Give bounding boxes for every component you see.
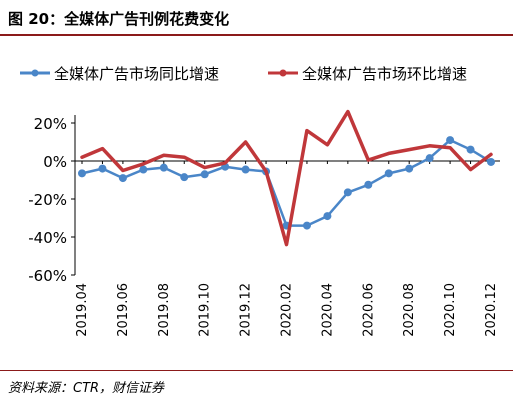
x-tick-label: 2020.02: [280, 283, 295, 337]
line-chart: 全媒体广告市场同比增速 全媒体广告市场环比增速 20% 0% -20% -40% -60%…: [20, 65, 500, 337]
data-point: [487, 157, 495, 166]
data-point: [200, 170, 209, 179]
figure-header: 图 20：全媒体广告刊例花费变化: [0, 0, 513, 36]
x-tick-label: 2019.06: [116, 283, 131, 337]
data-point: [405, 164, 414, 173]
data-point: [139, 165, 148, 174]
legend-label: 全媒体广告市场环比增速: [302, 65, 467, 83]
series-line: [80, 109, 493, 247]
legend-swatch-marker: [31, 69, 39, 77]
x-tick-label: 2019.04: [75, 283, 90, 337]
data-point: [323, 212, 332, 221]
data-point: [466, 145, 475, 154]
plot-area: [78, 109, 495, 247]
data-point: [302, 221, 311, 230]
header-rule: [0, 34, 513, 36]
y-tick-label: 20%: [34, 115, 67, 133]
x-axis: 2019.04 2019.06 2019.08 2019.10 2019.12 2020.…: [75, 160, 500, 337]
data-point: [446, 136, 455, 145]
data-point: [118, 174, 127, 183]
legend-label: 全媒体广告市场同比增速: [54, 65, 219, 83]
x-tick-label: 2020.06: [361, 283, 376, 337]
data-point: [364, 180, 373, 189]
data-point: [180, 173, 189, 182]
figure-title: 图 20：全媒体广告刊例花费变化: [8, 10, 230, 28]
data-point: [384, 169, 393, 178]
y-tick-label: -60%: [28, 267, 67, 285]
x-tick-label: 2019.12: [239, 283, 254, 337]
x-tick-label: 2020.10: [443, 283, 458, 337]
data-point: [241, 165, 250, 174]
data-point: [425, 154, 434, 163]
y-tick-label: -20%: [28, 191, 67, 209]
data-point: [343, 188, 352, 197]
y-tick-label: 0%: [43, 153, 67, 171]
data-point: [98, 164, 107, 173]
data-point: [159, 163, 168, 172]
source-note: 资料来源：CTR，财信证券: [8, 381, 165, 396]
data-point: [78, 169, 86, 178]
x-tick-label: 2019.10: [198, 283, 213, 337]
series-line: [80, 138, 493, 227]
x-tick-label: 2020.08: [402, 283, 417, 337]
y-tick-label: -40%: [28, 229, 67, 247]
y-axis: 20% 0% -20% -40% -60%: [28, 115, 76, 285]
footer-rule: [0, 370, 513, 371]
x-tick-label: 2020.04: [320, 283, 335, 337]
legend-swatch-marker: [279, 69, 287, 77]
x-tick-label: 2019.08: [157, 283, 172, 337]
chart-legend: 全媒体广告市场同比增速 全媒体广告市场环比增速: [20, 65, 467, 83]
x-tick-label: 2020.12: [484, 283, 499, 337]
